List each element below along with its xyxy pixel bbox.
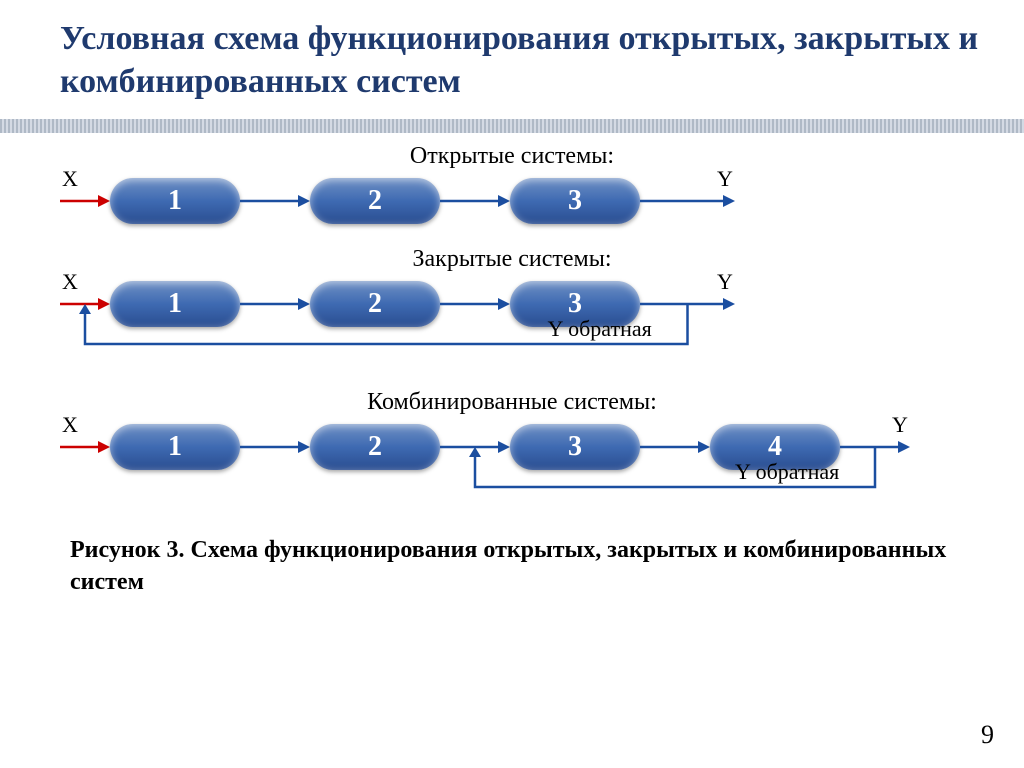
diagrams-container: Открытые системы: X1 2 3 YЗакрытые систе… [0, 143, 1024, 524]
system-node: 1 [110, 178, 240, 224]
page-title: Условная схема функционирования открытых… [0, 0, 1024, 119]
input-label: X [62, 412, 78, 438]
system-node: 1 [110, 424, 240, 470]
link-arrow [440, 296, 510, 299]
system-node: 2 [310, 424, 440, 470]
chain-subtitle: Открытые системы: [0, 143, 1024, 170]
feedback-label: Y обратная [548, 316, 652, 342]
feedback-label: Y обратная [735, 459, 839, 485]
system-node: 3 [510, 178, 640, 224]
output-label: Y [892, 412, 908, 438]
chain: X1 2 3 Y Y обратная [60, 275, 1024, 381]
input-label: X [62, 166, 78, 192]
chain: X1 2 3 4 Y Y обратная [60, 418, 1024, 524]
link-arrow [440, 193, 510, 196]
output-arrow [640, 193, 735, 196]
link-arrow [640, 439, 710, 442]
output-label: Y [717, 166, 733, 192]
chain-subtitle: Комбинированные системы: [0, 389, 1024, 416]
link-arrow [240, 193, 310, 196]
page-number: 9 [981, 720, 994, 750]
link-arrow [440, 439, 510, 442]
chain-subtitle: Закрытые системы: [0, 246, 1024, 273]
chain: X1 2 3 Y [60, 172, 1024, 238]
figure-caption: Рисунок 3. Схема функционирования открыт… [0, 524, 1024, 599]
title-underline [0, 119, 1024, 133]
input-arrow [60, 439, 110, 442]
input-arrow [60, 193, 110, 196]
link-arrow [240, 296, 310, 299]
output-arrow [640, 296, 735, 299]
output-label: Y [717, 269, 733, 295]
input-arrow [60, 296, 110, 299]
system-node: 2 [310, 178, 440, 224]
input-label: X [62, 269, 78, 295]
link-arrow [240, 439, 310, 442]
output-arrow [840, 439, 910, 442]
